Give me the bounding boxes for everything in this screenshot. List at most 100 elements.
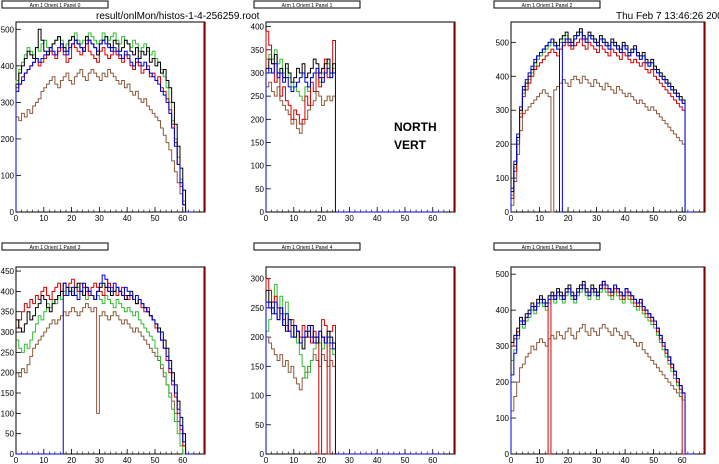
x-tick-label: 30 [592, 456, 601, 464]
vert-label: VERT [394, 138, 427, 152]
x-tick-label: 0 [14, 456, 19, 464]
y-tick-label: 100 [1, 171, 15, 180]
y-tick-label: 200 [496, 378, 510, 387]
y-tick-label: 300 [1, 328, 15, 337]
series-blue [265, 301, 444, 455]
y-tick-label: 100 [496, 174, 510, 183]
y-tick-label: 0 [10, 450, 15, 459]
panel-title: Arm 1 Orient 1 Panel 4 [282, 245, 333, 251]
title-box [253, 0, 361, 9]
y-tick-label: 250 [251, 304, 265, 313]
series-brown [15, 69, 194, 213]
y-tick-label: 0 [505, 450, 510, 459]
x-tick-label: 20 [317, 456, 326, 464]
y-tick-label: 100 [1, 409, 15, 418]
x-tick-label: 10 [535, 214, 544, 223]
y-tick-label: 400 [1, 62, 15, 71]
y-tick-label: 200 [251, 333, 265, 342]
x-tick-label: 50 [151, 214, 160, 223]
series-blue [510, 280, 694, 455]
y-tick-label: 350 [1, 308, 15, 317]
x-tick-label: 50 [649, 214, 658, 223]
y-tick-label: 500 [1, 25, 15, 34]
series-red [510, 284, 694, 455]
y-tick-label: 100 [251, 392, 265, 401]
series-red [510, 38, 694, 213]
x-tick-label: 20 [67, 456, 76, 464]
y-tick-label: 150 [1, 389, 15, 398]
title-box [493, 0, 601, 9]
series-red [15, 278, 194, 455]
x-tick-label: 30 [345, 214, 354, 223]
y-tick-label: 50 [255, 185, 264, 194]
series-black [265, 289, 444, 455]
panel-title: Arm 1 Orient 1 Panel 3 [30, 245, 81, 251]
series-green [265, 284, 444, 455]
north-label: NORTH [394, 120, 437, 134]
series-green [15, 286, 194, 455]
y-tick-label: 200 [1, 369, 15, 378]
x-tick-label: 40 [621, 456, 630, 464]
y-tick-label: 300 [1, 98, 15, 107]
y-tick-label: 300 [496, 106, 510, 115]
x-tick-label: 60 [178, 456, 187, 464]
panel-title: Arm 1 Orient 1 Panel 5 [522, 245, 573, 251]
y-tick-label: 0 [10, 208, 15, 217]
y-tick-label: 100 [251, 162, 265, 171]
y-tick-label: 150 [251, 138, 265, 147]
y-tick-label: 50 [255, 421, 264, 430]
y-tick-label: 300 [251, 69, 265, 78]
series-green [510, 31, 694, 213]
series-black [510, 280, 694, 455]
panel-title: Arm 1 Orient 1 Panel 1 [282, 3, 333, 9]
series-green [15, 32, 194, 213]
y-tick-label: 400 [496, 306, 510, 315]
x-tick-label: 0 [264, 214, 269, 223]
title-box [1, 0, 109, 9]
x-tick-label: 60 [428, 214, 437, 223]
y-tick-label: 0 [505, 208, 510, 217]
series-blue [510, 31, 694, 213]
x-tick-label: 10 [535, 456, 544, 464]
series-brown [510, 75, 694, 213]
x-tick-label: 30 [95, 456, 104, 464]
y-tick-label: 0 [260, 208, 265, 217]
series-blue [265, 63, 444, 213]
series-black [15, 28, 194, 213]
x-tick-label: 60 [678, 456, 687, 464]
x-tick-label: 20 [564, 456, 573, 464]
x-tick-label: 0 [14, 214, 19, 223]
x-tick-label: 0 [509, 456, 514, 464]
y-tick-label: 400 [1, 287, 15, 296]
x-tick-label: 60 [178, 214, 187, 223]
y-tick-label: 300 [251, 275, 265, 284]
title-box [1, 242, 109, 251]
x-tick-label: 50 [151, 456, 160, 464]
y-tick-label: 450 [1, 267, 15, 276]
x-tick-label: 10 [39, 214, 48, 223]
title-box [253, 242, 361, 251]
series-blue [16, 274, 194, 455]
y-tick-label: 50 [5, 430, 14, 439]
y-tick-label: 400 [496, 72, 510, 81]
plot-frame [265, 21, 456, 213]
y-tick-label: 150 [251, 362, 265, 371]
x-tick-label: 20 [317, 214, 326, 223]
timestamp-label: Thu Feb 7 13:46:26 2008 [616, 11, 719, 22]
x-tick-label: 30 [592, 214, 601, 223]
x-tick-label: 50 [401, 456, 410, 464]
x-tick-label: 0 [264, 456, 269, 464]
series-brown [15, 303, 194, 455]
x-tick-label: 10 [289, 456, 298, 464]
y-tick-label: 250 [1, 348, 15, 357]
x-tick-label: 40 [373, 456, 382, 464]
y-tick-label: 200 [496, 140, 510, 149]
x-tick-label: 40 [123, 214, 132, 223]
series-blue [15, 39, 194, 213]
x-tick-label: 60 [678, 214, 687, 223]
x-tick-label: 20 [564, 214, 573, 223]
x-tick-label: 30 [345, 456, 354, 464]
x-tick-label: 40 [123, 456, 132, 464]
x-tick-label: 50 [649, 456, 658, 464]
x-tick-label: 10 [289, 214, 298, 223]
